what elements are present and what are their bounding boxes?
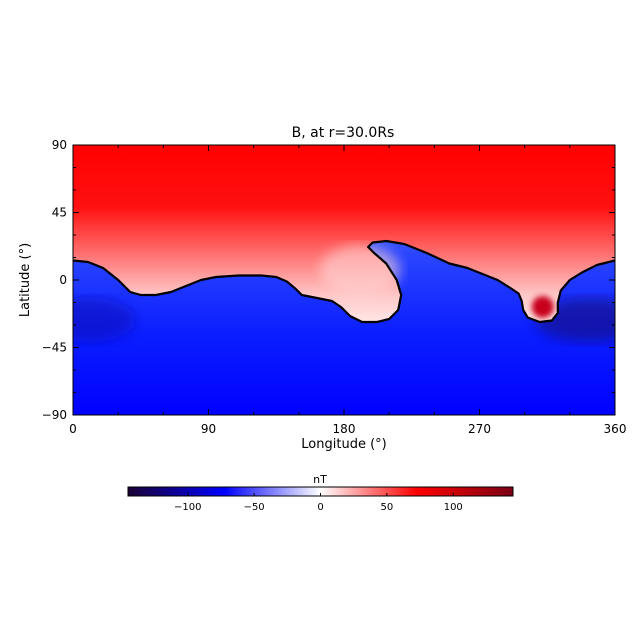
colorbar-tick-label: 100: [444, 502, 463, 513]
y-tick-label: −45: [42, 341, 67, 355]
chart-title: B, at r=30.0Rs: [292, 125, 395, 141]
x-axis: 0 90 180 270 360: [69, 145, 626, 436]
y-tick-label: −90: [42, 408, 67, 422]
heatmap-field: [73, 145, 615, 415]
colorbar-ticks: −100 −50 0 50 100: [174, 493, 463, 513]
x-tick-label: 0: [69, 422, 77, 436]
dark-blue-patch-west: [73, 298, 135, 342]
colorbar-tick-label: 0: [317, 502, 323, 513]
colorbar-label: nT: [313, 473, 327, 486]
y-tick-label: 90: [52, 138, 67, 152]
y-tick-label: 45: [52, 206, 67, 220]
colorbar-tick-label: −100: [174, 502, 201, 513]
light-sheet-glow: [320, 245, 400, 295]
x-tick-label: 360: [604, 422, 627, 436]
x-axis-label: Longitude (°): [301, 437, 386, 452]
y-axis-label: Latitude (°): [18, 243, 33, 317]
colorbar-tick-label: −50: [244, 502, 265, 513]
y-tick-label: 0: [59, 273, 67, 287]
colorbar-tick-label: 50: [381, 502, 394, 513]
y-axis: −90 −45 0 45 90: [42, 138, 615, 422]
x-tick-label: 90: [201, 422, 216, 436]
x-tick-label: 180: [333, 422, 356, 436]
x-tick-label: 270: [468, 422, 491, 436]
hot-spot: [531, 296, 554, 318]
current-sheet-contour: [73, 239, 615, 324]
